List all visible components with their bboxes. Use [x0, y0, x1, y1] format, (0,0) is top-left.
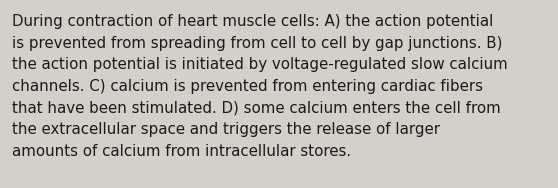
Text: During contraction of heart muscle cells: A) the action potential
is prevented f: During contraction of heart muscle cells… [12, 14, 508, 159]
